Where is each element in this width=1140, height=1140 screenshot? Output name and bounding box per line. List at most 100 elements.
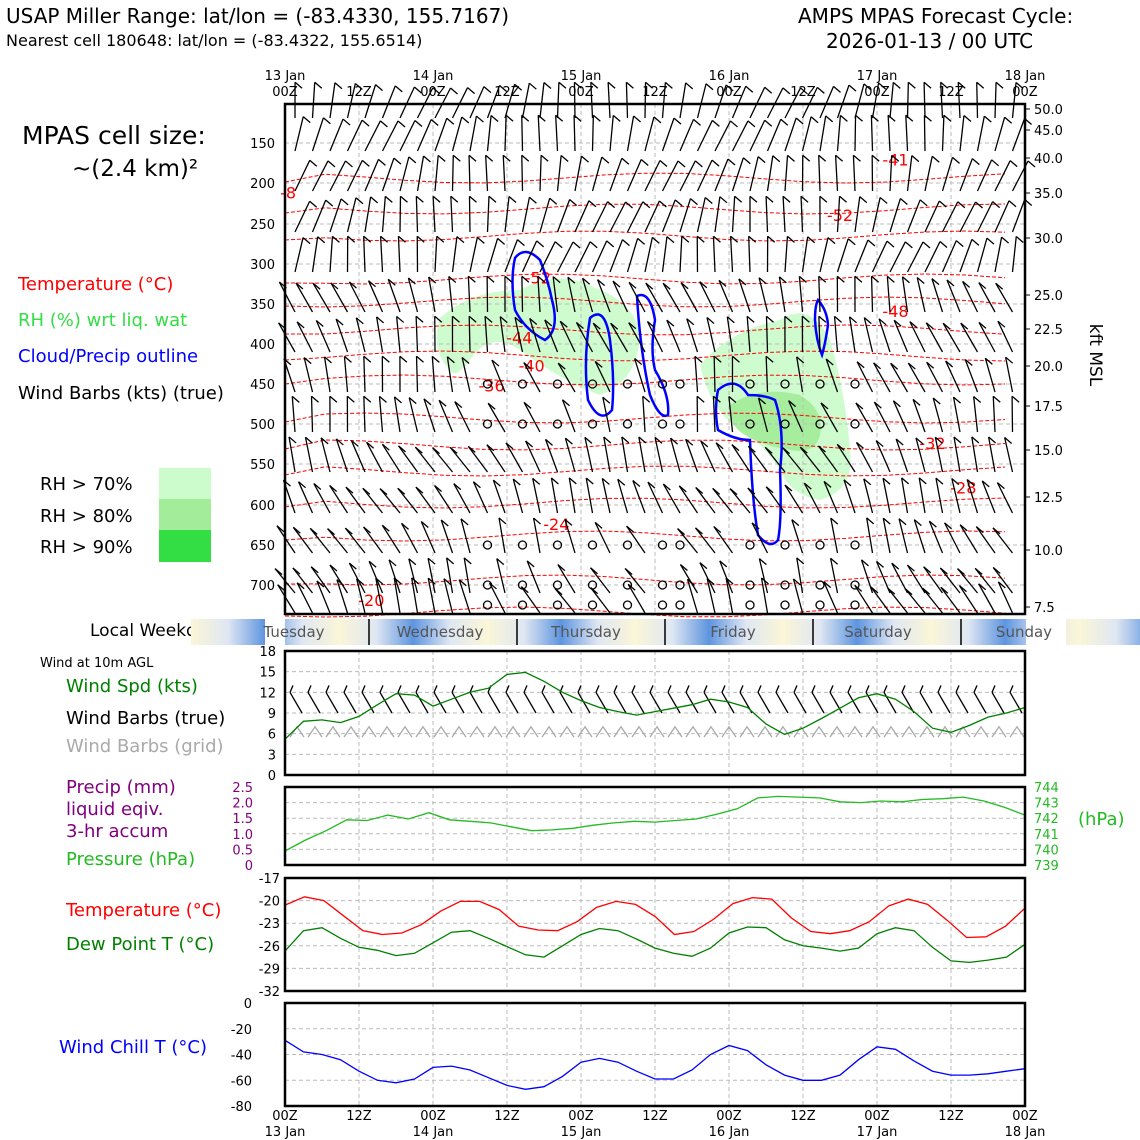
wind-barb-flag — [747, 487, 756, 495]
grid-wind-barb — [829, 725, 845, 738]
wind-barb-flag — [468, 315, 477, 323]
wind-barb-flag — [713, 235, 721, 243]
wind-barb — [680, 282, 699, 313]
wind-barb — [627, 583, 646, 614]
wind-barb-flag — [335, 318, 344, 326]
weekday-gradient — [783, 619, 931, 645]
wind-barb — [941, 201, 959, 233]
wind-barb-flag — [375, 84, 383, 92]
wind-barb-flag — [742, 157, 751, 165]
wind-barb — [631, 692, 645, 714]
wind-barb-flag — [612, 114, 621, 122]
weekday-label: Saturday — [844, 623, 912, 641]
wind-barb — [634, 358, 646, 393]
wind-barb — [793, 692, 807, 714]
wind-barb — [995, 282, 1014, 313]
temp-tick-label: -23 — [259, 917, 280, 932]
bottom-hour-label: 12Z — [346, 1109, 372, 1124]
wind-barb-flag — [415, 195, 424, 203]
wind-barb — [811, 692, 825, 714]
wind-barb-flag — [298, 481, 306, 489]
temperature-panel-frame — [283, 876, 1027, 993]
wind-barb-flag — [810, 116, 819, 124]
wind-barb — [685, 439, 699, 473]
wind-barb — [679, 82, 687, 119]
wind-barb — [924, 200, 940, 233]
wind-tick-label: 15 — [259, 666, 276, 681]
calm-wind-circle — [850, 580, 860, 590]
rh-swatch-80 — [159, 499, 211, 530]
wind-barb — [397, 236, 401, 273]
wind-barb — [407, 277, 419, 313]
wind-barb-flag — [345, 160, 353, 168]
wind-barb — [715, 442, 734, 473]
wind-barb — [488, 582, 506, 614]
wind-barb — [829, 692, 843, 714]
temp-tick-label: -26 — [259, 940, 280, 955]
wind-barb-flag — [719, 196, 728, 204]
calm-wind-circle — [552, 580, 563, 590]
wind-barb — [870, 276, 874, 313]
wind-barb-flag — [602, 396, 611, 404]
wind-barb — [556, 82, 560, 119]
wind-barb-flag — [303, 357, 312, 365]
wind-barb — [363, 396, 366, 433]
wind-barb-flag — [576, 321, 584, 329]
wind-barb-flag — [830, 517, 839, 525]
wind-barb-flag — [467, 445, 476, 453]
wind-barb-flag — [727, 158, 736, 166]
wind-barb — [973, 396, 979, 433]
wind-barb — [453, 483, 471, 514]
wind-speed-legend: Wind Spd (kts) — [66, 676, 198, 697]
wind-barb — [661, 160, 679, 192]
wind-barb-flag — [384, 195, 393, 203]
wind-barb-flag — [637, 237, 646, 245]
wind-barb-flag — [738, 278, 747, 286]
wind-barb-flag — [757, 156, 766, 164]
wind-barb — [363, 236, 366, 273]
wind-barb — [303, 357, 314, 393]
wind-barb-flag — [799, 446, 808, 454]
calm-wind-circle — [850, 540, 860, 550]
calm-wind-circle — [745, 580, 755, 590]
wind-barb-flag — [780, 118, 789, 126]
wind-barb-flag — [557, 564, 566, 572]
wind-barb — [834, 155, 839, 192]
wind-barb-flag — [312, 282, 321, 290]
wind-barb — [747, 487, 769, 514]
top-hour-label: 12Z — [494, 85, 520, 100]
wind-barb-flag — [393, 577, 402, 585]
temp-tick-label: -20 — [259, 895, 280, 910]
isotherm-line — [284, 172, 1006, 184]
wind-barb-flag — [890, 362, 899, 370]
wind-barb — [686, 579, 699, 614]
wind-barb — [433, 692, 447, 714]
wind-barb — [890, 362, 909, 393]
wind-barb-flag — [718, 279, 727, 287]
calm-wind-circle — [552, 419, 563, 429]
wind-barb-flag — [294, 81, 303, 89]
wind-barb-flag — [638, 436, 647, 444]
wind-barb — [451, 116, 463, 152]
wind-barb — [607, 82, 611, 119]
wind-barb — [686, 318, 699, 353]
wind-barb — [959, 239, 973, 273]
wind-barb-flag — [489, 582, 497, 590]
wind-barb-flag — [928, 520, 937, 528]
wind-barb — [883, 692, 897, 714]
wind-barb — [617, 479, 629, 514]
wind-barb — [713, 526, 734, 554]
wind-barb-flag — [437, 154, 446, 162]
wind-barb — [976, 201, 994, 233]
wind-barb — [729, 236, 734, 273]
wind-barb-flag — [711, 159, 720, 167]
wind-barb-flag — [476, 236, 485, 244]
wind-barb — [592, 322, 611, 353]
wind-barb — [554, 588, 576, 614]
wind-barb-flag — [825, 115, 834, 123]
wind-barb — [875, 561, 891, 594]
wind-barb-flag — [343, 685, 348, 693]
wind-barb — [960, 322, 979, 353]
wind-barb — [854, 196, 861, 233]
wind-barb-flag — [610, 322, 619, 330]
